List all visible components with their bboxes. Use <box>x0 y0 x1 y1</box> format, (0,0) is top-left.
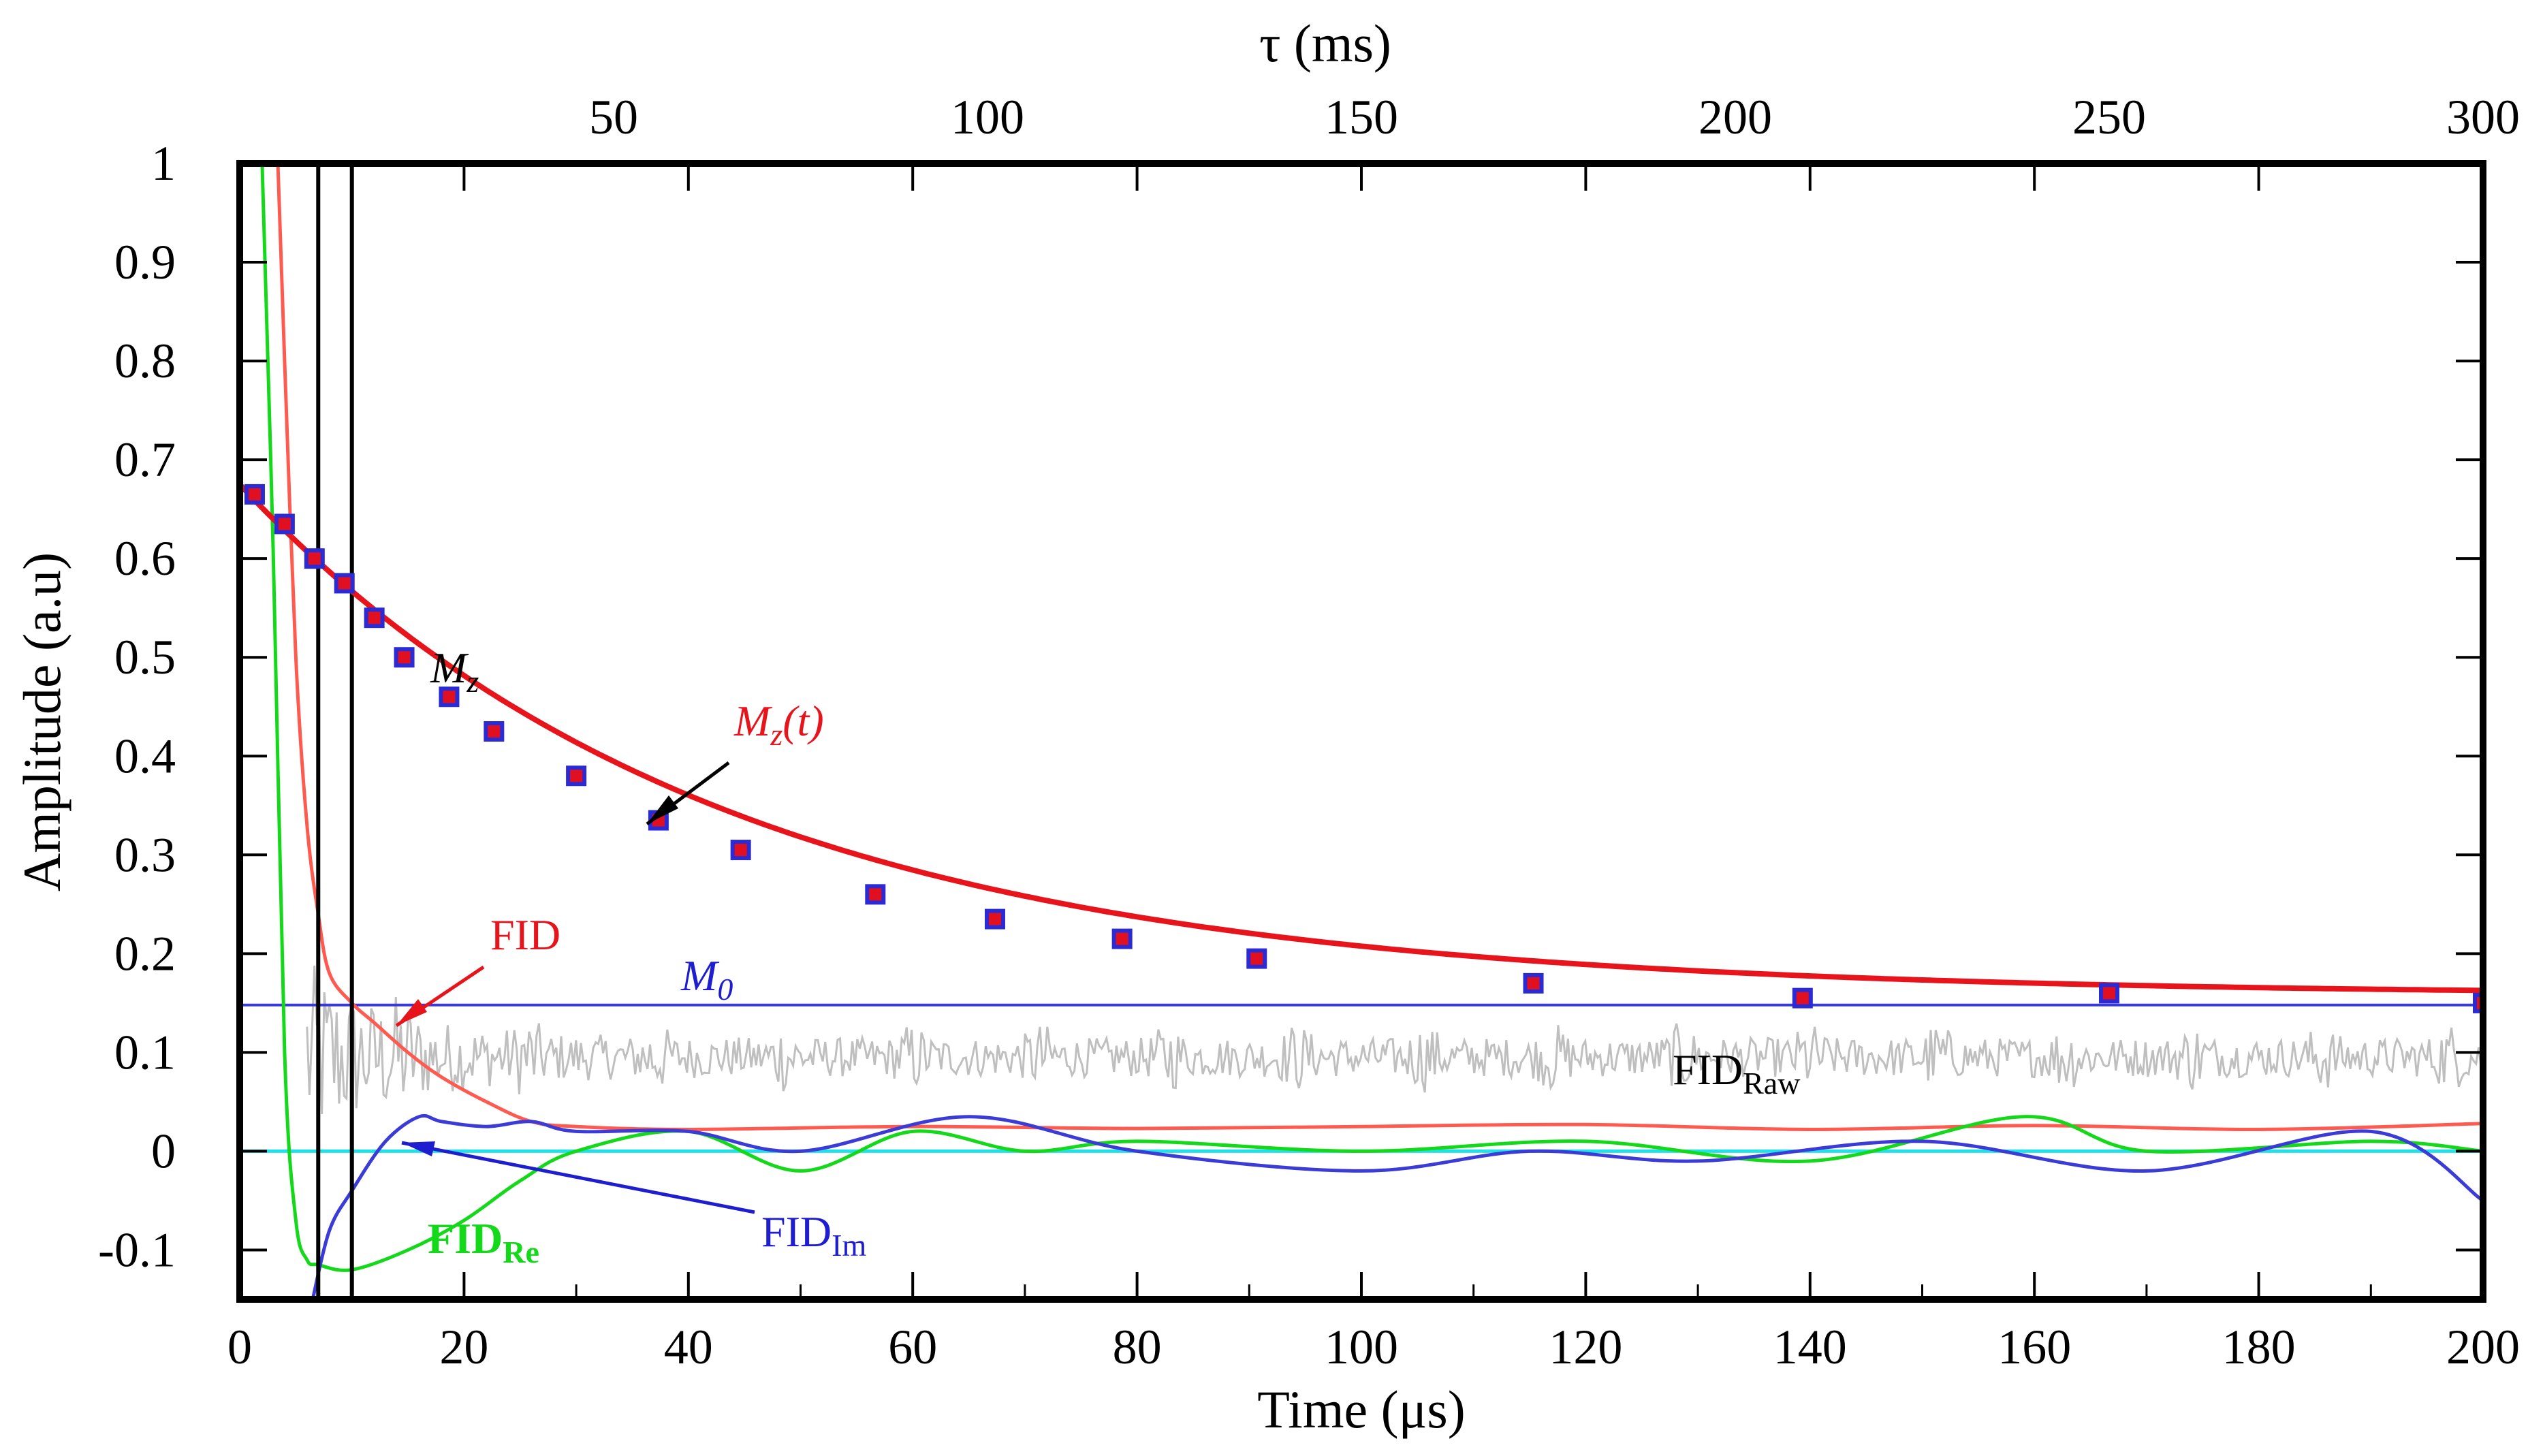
y-tick-label: 0.8 <box>114 334 176 388</box>
mz-point <box>2099 983 2119 1004</box>
plot-frame <box>236 160 2486 1303</box>
x-top-axis-title: τ (ms) <box>1259 14 1391 73</box>
x-bottom-axis-title: Time (μs) <box>1257 1380 1466 1439</box>
mz-point <box>364 607 385 629</box>
y-tick-label: 0.1 <box>114 1025 176 1079</box>
mz-point <box>1111 928 1133 949</box>
fid-arrowhead <box>396 999 427 1026</box>
fid-raw-label: FIDRaw <box>1673 1045 1801 1101</box>
mz-point <box>1246 948 1267 969</box>
x-top-tick-label: 50 <box>589 90 638 144</box>
fid-im-line <box>311 1113 2483 1299</box>
x-bottom-tick-label: 140 <box>1773 1320 1847 1374</box>
x-bottom-tick-label: 80 <box>1113 1320 1162 1374</box>
mzt-arrowhead <box>647 795 678 824</box>
x-bottom-tick-label: 100 <box>1325 1320 1398 1374</box>
annotation-arrows <box>395 761 755 1214</box>
mz-point <box>1792 987 1813 1009</box>
x-bottom-tick-label: 200 <box>2446 1320 2520 1374</box>
mz-point <box>1523 972 1544 994</box>
x-bottom-tick-label: 0 <box>227 1320 252 1374</box>
x-top-tick-label: 300 <box>2446 90 2520 144</box>
y-tick-label: 0.3 <box>114 827 176 882</box>
mzt-fit-label: Mz(t) <box>733 697 824 752</box>
mz-point <box>566 765 587 787</box>
x-top-tick-label: 100 <box>951 90 1024 144</box>
y-axis-title: Amplitude (a.u) <box>12 552 72 891</box>
mz-point <box>244 484 265 505</box>
y-tick-label: 0.6 <box>114 531 176 586</box>
y-tick-label: 0.2 <box>114 926 176 981</box>
mz-point <box>984 908 1005 930</box>
x-top-tick-label: 250 <box>2072 90 2146 144</box>
mz-point <box>274 513 295 535</box>
y-tick-label: 0.9 <box>114 235 176 289</box>
mz-point <box>394 647 415 668</box>
m0-label: M0 <box>680 951 733 1007</box>
y-tick-label: -0.1 <box>98 1222 176 1277</box>
mz-points-label: Mz <box>430 644 479 699</box>
fidim-arrowhead <box>402 1141 435 1156</box>
x-top-tick-label: 200 <box>1698 90 1772 144</box>
x-bottom-tick-label: 40 <box>664 1320 713 1374</box>
fid-re-line <box>260 163 2483 1272</box>
mz-point <box>730 840 751 861</box>
fid-re-label: FIDRe <box>428 1214 539 1269</box>
x-bottom-tick-label: 20 <box>439 1320 488 1374</box>
x-bottom-tick-label: 120 <box>1549 1320 1622 1374</box>
mz-point <box>304 548 325 569</box>
x-bottom-tick-label: 160 <box>1997 1320 2071 1374</box>
y-tick-label: 0.5 <box>114 630 176 684</box>
fid-raw-line <box>306 965 2482 1115</box>
mz-point <box>865 884 886 905</box>
series-layer <box>240 163 2483 1299</box>
mz-point <box>439 686 460 708</box>
fid-label: FID <box>490 911 560 959</box>
mz-point <box>334 573 355 594</box>
y-tick-label: 0.7 <box>114 432 176 487</box>
y-tick-label: 1 <box>151 136 176 191</box>
fid-im-label: FIDIm <box>761 1207 866 1263</box>
ticks-layer: 0 20 40 60 80 100 120 140 160 180 200 50 100 150 200 25… <box>98 90 2520 1374</box>
fidim-arrow <box>401 1141 755 1214</box>
mz-point <box>484 721 505 742</box>
y-tick-label: 0 <box>151 1124 176 1178</box>
x-bottom-tick-label: 180 <box>2222 1320 2296 1374</box>
x-bottom-tick-label: 60 <box>888 1320 937 1374</box>
y-tick-label: 0.4 <box>114 729 176 783</box>
x-top-tick-label: 150 <box>1325 90 1398 144</box>
